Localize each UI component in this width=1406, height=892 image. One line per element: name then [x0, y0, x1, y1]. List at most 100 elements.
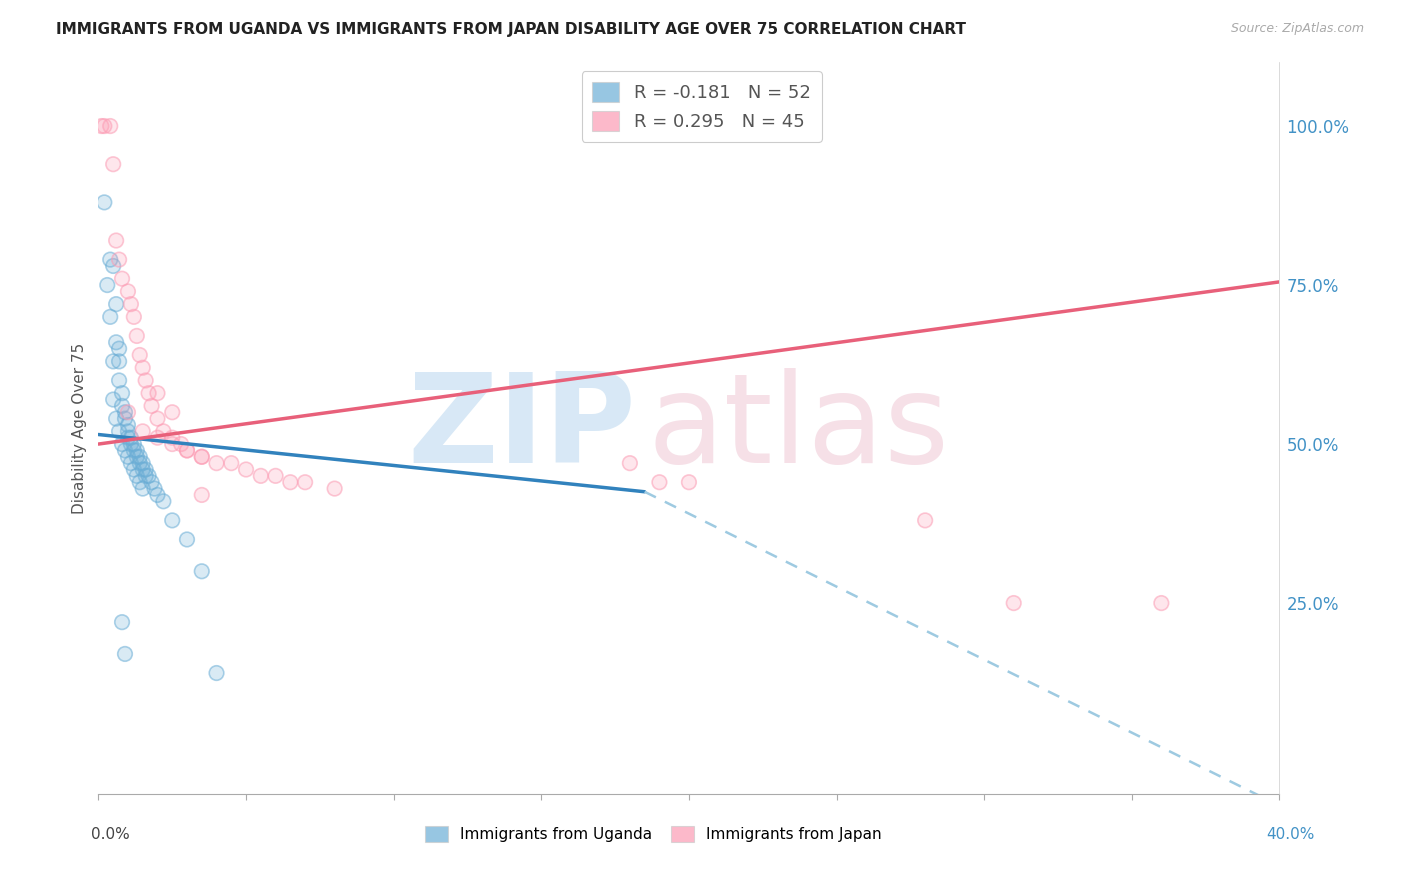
Point	[117, 425, 139, 439]
Point	[162, 513, 183, 527]
Point	[125, 468, 148, 483]
Point	[108, 354, 131, 368]
Point	[138, 468, 160, 483]
Point	[114, 647, 136, 661]
Point	[619, 456, 641, 470]
Point	[138, 386, 160, 401]
Point	[125, 450, 148, 464]
Point	[103, 259, 125, 273]
Point	[141, 475, 163, 490]
Point	[152, 494, 174, 508]
Point	[103, 392, 125, 407]
Point	[191, 488, 214, 502]
Point	[117, 405, 139, 419]
Point	[135, 468, 157, 483]
Point	[93, 119, 115, 133]
Point	[191, 564, 214, 578]
Legend: Immigrants from Uganda, Immigrants from Japan: Immigrants from Uganda, Immigrants from …	[419, 820, 887, 848]
Point	[120, 431, 142, 445]
Point	[191, 450, 214, 464]
Point	[128, 348, 150, 362]
Point	[128, 450, 150, 464]
Point	[191, 564, 214, 578]
Point	[152, 425, 174, 439]
Point	[120, 437, 142, 451]
Point	[280, 475, 302, 490]
Point	[103, 157, 125, 171]
Point	[122, 462, 145, 476]
Point	[122, 462, 145, 476]
Point	[678, 475, 700, 490]
Point	[105, 411, 128, 425]
Point	[205, 666, 228, 681]
Point	[111, 399, 134, 413]
Point	[152, 494, 174, 508]
Point	[108, 354, 131, 368]
Text: 40.0%: 40.0%	[1267, 827, 1315, 841]
Point	[132, 482, 155, 496]
Point	[141, 475, 163, 490]
Point	[323, 482, 346, 496]
Point	[143, 482, 166, 496]
Point	[152, 425, 174, 439]
Point	[114, 411, 136, 425]
Point	[122, 443, 145, 458]
Point	[138, 468, 160, 483]
Point	[146, 488, 169, 502]
Point	[162, 405, 183, 419]
Point	[122, 310, 145, 324]
Point	[128, 450, 150, 464]
Text: Source: ZipAtlas.com: Source: ZipAtlas.com	[1230, 22, 1364, 36]
Point	[132, 425, 155, 439]
Point	[117, 425, 139, 439]
Point	[105, 335, 128, 350]
Text: 0.0%: 0.0%	[91, 827, 131, 841]
Point	[125, 329, 148, 343]
Point	[191, 450, 214, 464]
Point	[132, 425, 155, 439]
Point	[96, 278, 118, 293]
Point	[114, 405, 136, 419]
Point	[1002, 596, 1025, 610]
Point	[146, 386, 169, 401]
Point	[205, 456, 228, 470]
Point	[191, 488, 214, 502]
Point	[125, 450, 148, 464]
Point	[162, 431, 183, 445]
Point	[235, 462, 257, 476]
Point	[162, 437, 183, 451]
Point	[90, 119, 112, 133]
Point	[108, 342, 131, 356]
Point	[132, 456, 155, 470]
Point	[170, 437, 193, 451]
Point	[108, 374, 131, 388]
Point	[128, 456, 150, 470]
Point	[132, 360, 155, 375]
Point	[914, 513, 936, 527]
Point	[108, 425, 131, 439]
Point	[111, 271, 134, 285]
Point	[122, 443, 145, 458]
Point	[132, 456, 155, 470]
Point	[103, 392, 125, 407]
Point	[648, 475, 671, 490]
Point	[117, 431, 139, 445]
Point	[221, 456, 243, 470]
Point	[250, 468, 273, 483]
Point	[146, 411, 169, 425]
Point	[108, 252, 131, 267]
Point	[1150, 596, 1173, 610]
Point	[205, 456, 228, 470]
Point	[170, 437, 193, 451]
Point	[98, 119, 121, 133]
Point	[132, 462, 155, 476]
Point	[648, 475, 671, 490]
Point	[280, 475, 302, 490]
Point	[205, 666, 228, 681]
Point	[103, 157, 125, 171]
Point	[96, 278, 118, 293]
Point	[176, 533, 198, 547]
Point	[162, 405, 183, 419]
Point	[111, 399, 134, 413]
Point	[135, 462, 157, 476]
